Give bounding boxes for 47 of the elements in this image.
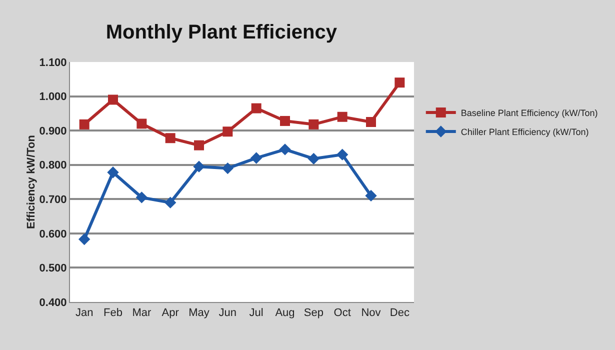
point (193, 160, 205, 172)
x-tick-label: Jun (218, 307, 237, 320)
point (79, 119, 90, 130)
x-tick-label: Jul (249, 307, 264, 320)
x-tick-label: Jan (75, 307, 94, 320)
point (308, 152, 320, 165)
point (308, 119, 319, 130)
point (222, 126, 233, 137)
x-tick-label: May (188, 307, 210, 320)
y-axis-title: Efficiency kW/Ton (25, 134, 38, 229)
point (222, 162, 234, 174)
y-tick-label: 1.000 (39, 91, 67, 104)
point (280, 116, 290, 126)
point (165, 133, 176, 144)
point (394, 78, 405, 88)
y-tick-label: 0.800 (39, 160, 67, 172)
x-tick-label: Apr (162, 307, 180, 320)
point (107, 166, 119, 178)
y-tick-label: 0.600 (39, 228, 67, 240)
chart-title: Monthly Plant Efficiency (106, 22, 338, 44)
x-tick-label: Nov (361, 307, 382, 320)
point (108, 94, 118, 105)
y-tick-label: 0.700 (39, 194, 67, 206)
y-tick-label: 0.500 (39, 262, 67, 275)
y-tick-label: 0.400 (39, 296, 67, 309)
point (136, 118, 147, 129)
point (336, 148, 348, 160)
point (164, 196, 176, 208)
point (194, 140, 204, 150)
y-tick-label: 1.100 (39, 56, 67, 69)
point (365, 190, 377, 202)
x-tick-label: Sep (304, 307, 324, 320)
x-tick-label: Aug (275, 307, 295, 320)
legend-label: Chiller Plant Efficiency (kW/Ton) (460, 127, 589, 138)
point (250, 152, 262, 164)
point (279, 144, 291, 156)
point (78, 233, 90, 246)
point (136, 192, 148, 204)
x-tick-label: Feb (104, 307, 122, 320)
point (366, 117, 376, 127)
x-tick-label: Dec (390, 307, 410, 320)
x-tick-label: Mar (132, 307, 152, 320)
y-tick-label: 0.900 (39, 125, 67, 138)
x-tick-label: Oct (334, 307, 351, 320)
point (251, 103, 262, 114)
legend-label: Baseline Plant Efficiency (kW/Ton) (460, 108, 598, 118)
point (337, 112, 348, 122)
